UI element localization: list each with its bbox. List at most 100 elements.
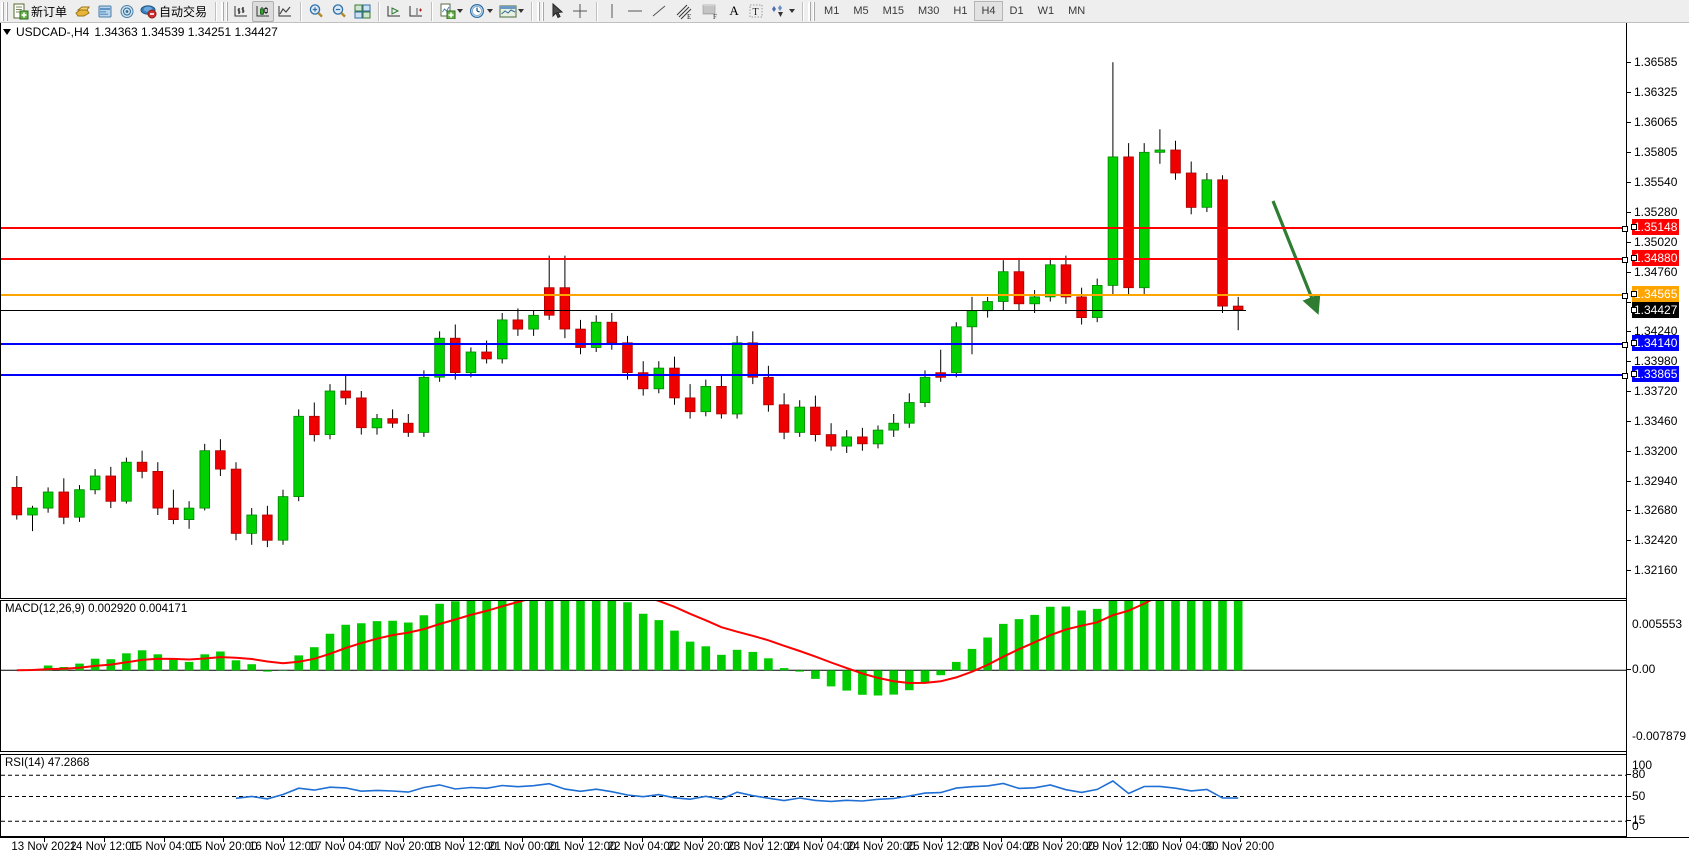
auto-scroll-icon [386, 4, 402, 19]
level-line-resistance-2[interactable] [1, 256, 1628, 263]
templates-button[interactable] [496, 1, 527, 22]
collapse-triangle-icon[interactable] [3, 29, 11, 35]
price-axis-label: 1.35805 [1634, 144, 1678, 159]
toolbar-grip[interactable] [1, 1, 8, 21]
price-tag-1.34140[interactable]: 1.34140 [1631, 334, 1680, 351]
navigator-button[interactable] [116, 1, 138, 22]
time-axis-label: 28 Nov 04:00 [966, 841, 1036, 853]
chevron-down-icon[interactable] [789, 9, 796, 13]
bar-chart-button[interactable] [230, 1, 252, 22]
price-axis-label: 1.32680 [1634, 503, 1678, 518]
price-tick [1627, 121, 1631, 123]
autotrading-label: 自动交易 [159, 4, 208, 19]
timeframe-m15-button[interactable]: M15 [882, 5, 904, 17]
level-line-handle[interactable] [1622, 293, 1628, 300]
macd-pane[interactable]: MACD(12,26,9) 0.002920 0.004171 [0, 600, 1627, 752]
trendline-button[interactable] [647, 1, 671, 22]
price-tick [1627, 151, 1631, 153]
toolbar-separator-6 [596, 1, 598, 21]
price-tag-handle[interactable] [1631, 254, 1637, 261]
price-tick [1627, 92, 1631, 93]
chevron-down-icon[interactable] [518, 9, 525, 13]
price-axis-label: 1.36325 [1634, 85, 1678, 99]
time-axis-label: 17 Nov 20:00 [368, 841, 438, 853]
level-line-handle[interactable] [1622, 226, 1628, 233]
toolbar-separator-4 [431, 1, 433, 21]
price-pane[interactable]: USDCAD-,H4 1.34363 1.34539 1.34251 1.344… [0, 23, 1628, 599]
autotrading-button[interactable]: 自动交易 [138, 1, 211, 22]
rsi-plot [1, 774, 1627, 822]
price-tag-1.34565[interactable]: 1.34565 [1631, 286, 1680, 302]
line-chart-button[interactable] [274, 1, 296, 22]
cursor-button[interactable] [546, 1, 568, 22]
chevron-down-icon[interactable] [487, 9, 494, 13]
time-tick [881, 838, 883, 842]
horizontal-line-button[interactable] [623, 1, 647, 22]
price-tag-handle[interactable] [1631, 306, 1637, 313]
timeframe-m1-button[interactable]: M1 [824, 5, 840, 17]
tile-windows-button[interactable] [351, 1, 374, 22]
timeframe-mn-button[interactable]: MN [1068, 5, 1086, 17]
level-line-handle[interactable] [1622, 256, 1628, 263]
crosshair-button[interactable] [568, 1, 592, 22]
price-tick [1627, 480, 1631, 482]
indicators-button[interactable] [436, 1, 466, 22]
equidistant-channel-button[interactable]: E [671, 1, 697, 22]
fibonacci-button[interactable]: F [697, 1, 723, 22]
price-tag-1.35148[interactable]: 1.35148 [1631, 219, 1680, 236]
rsi-axis-label: 15 [1632, 813, 1646, 828]
price-tag-handle[interactable] [1631, 224, 1637, 231]
vertical-line-button[interactable] [601, 1, 623, 22]
chart-shift-button[interactable] [405, 1, 427, 22]
level-line-pivot[interactable] [1, 293, 1628, 300]
price-tag-handle[interactable] [1631, 291, 1637, 297]
chart-area[interactable]: USDCAD-,H4 1.34363 1.34539 1.34251 1.344… [0, 23, 1689, 859]
add-indicator-icon [439, 3, 456, 19]
timeframe-m5-button[interactable]: M5 [853, 5, 869, 17]
price-tag-1.34880[interactable]: 1.34880 [1631, 249, 1680, 266]
chart-toolbar-grip[interactable] [221, 1, 229, 21]
data-window-button[interactable] [94, 1, 116, 22]
candlestick-chart-button[interactable] [252, 0, 275, 22]
new-order-button[interactable]: 新订单 [10, 1, 71, 22]
level-line-support-1[interactable] [1, 341, 1628, 348]
level-line-current-price[interactable] [1, 309, 1246, 311]
price-tag-handle[interactable] [1631, 371, 1637, 378]
price-axis-label: 1.34760 [1634, 264, 1678, 279]
timeframe-h4-button[interactable]: H4 [974, 1, 1003, 21]
macd-tick [1627, 669, 1631, 671]
price-tick [1627, 212, 1631, 213]
level-line-handle[interactable] [1622, 373, 1628, 380]
level-line-resistance-1[interactable] [1, 226, 1628, 233]
level-line-support-2[interactable] [1, 373, 1628, 380]
time-axis-label: 17 Nov 04:00 [308, 841, 378, 853]
time-axis-label: 14 Nov 12:00 [69, 841, 139, 853]
auto-scroll-button[interactable] [383, 1, 405, 22]
level-line-handle[interactable] [1622, 341, 1628, 348]
rsi-axis-label: 50 [1632, 788, 1646, 803]
chevron-down-icon[interactable] [457, 9, 464, 13]
timeframe-grip[interactable] [808, 1, 816, 21]
timeframe-m30-button[interactable]: M30 [918, 5, 940, 17]
price-tag-1.34427[interactable]: 1.34427 [1631, 301, 1680, 318]
equidistant-channel-icon: E [674, 3, 694, 20]
timeframe-d1-button[interactable]: D1 [1009, 5, 1024, 17]
period-button[interactable] [466, 1, 496, 22]
shapes-button[interactable] [767, 1, 798, 22]
rsi-pane[interactable]: RSI(14) 47.2868 [0, 754, 1627, 837]
timeframe-w1-button[interactable]: W1 [1037, 5, 1055, 17]
zoom-out-button[interactable] [328, 1, 351, 22]
line-studies-grip[interactable] [537, 1, 545, 21]
market-watch-button[interactable] [71, 1, 94, 22]
timeframe-h1-button[interactable]: H1 [953, 5, 968, 17]
time-tick [343, 838, 344, 842]
text-label-button[interactable]: T [745, 1, 767, 22]
price-tag-handle[interactable] [1631, 339, 1637, 346]
price-tick [1627, 420, 1631, 422]
price-axis[interactable]: 1.36585 1.36325 1.36065 1.35805 1.35540 1.352… [1626, 23, 1689, 837]
text-button[interactable]: A [723, 1, 745, 22]
time-axis[interactable]: 13 Nov 2022 14 Nov 12:00 15 Nov 04:00 15 No… [0, 837, 1689, 859]
toolbar-separator-5 [531, 1, 533, 21]
zoom-in-button[interactable] [305, 1, 328, 22]
price-tag-1.33865[interactable]: 1.33865 [1631, 366, 1680, 383]
